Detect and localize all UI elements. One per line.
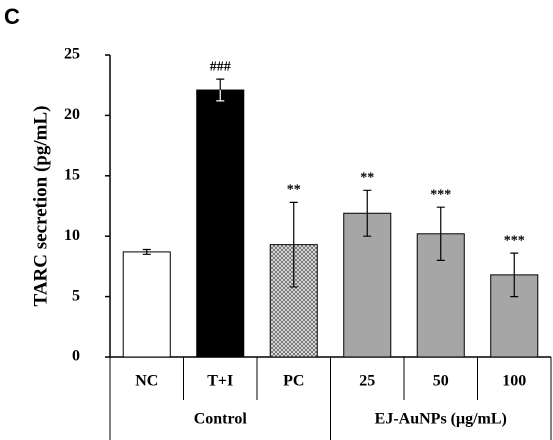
bar	[196, 89, 245, 358]
group-label: Control	[194, 411, 248, 428]
x-tick-label: NC	[135, 373, 158, 390]
bar	[269, 244, 318, 358]
error-bar	[289, 201, 298, 288]
y-tick-label: 15	[64, 166, 80, 183]
significance-label: **	[287, 183, 301, 198]
error-bar	[363, 189, 372, 237]
bar	[343, 212, 392, 358]
panel-label: C	[4, 4, 20, 29]
y-axis-label: TARC secretion (pg/mL)	[30, 106, 51, 307]
x-tick-label: T+I	[207, 373, 233, 390]
y-tick-label: 20	[64, 106, 80, 123]
error-bar	[510, 252, 519, 298]
error-bar	[142, 248, 151, 255]
y-tick-label: 25	[64, 46, 80, 63]
significance-label: ***	[430, 187, 451, 202]
x-tick-label: 25	[359, 373, 375, 390]
x-tick-label: 100	[502, 373, 526, 390]
x-tick-label: 50	[433, 373, 449, 390]
y-tick-label: 10	[64, 227, 80, 244]
bar	[122, 251, 171, 358]
significance-label: **	[360, 171, 374, 186]
significance-label: ###	[210, 59, 231, 74]
significance-label: ***	[504, 233, 525, 248]
x-tick-label: PC	[283, 373, 304, 390]
y-tick-label: 0	[72, 348, 80, 365]
error-cap	[216, 78, 225, 91]
y-tick-label: 5	[72, 287, 80, 304]
error-bar	[436, 206, 445, 261]
group-label: EJ-AuNPs (μg/mL)	[375, 411, 507, 428]
